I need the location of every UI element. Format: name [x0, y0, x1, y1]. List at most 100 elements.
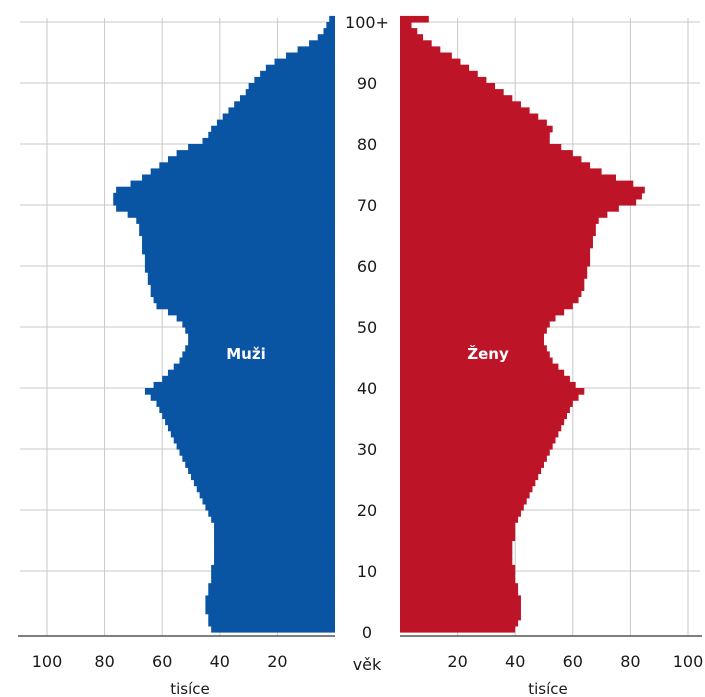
female-bar — [400, 589, 519, 596]
female-bar — [400, 40, 432, 47]
female-bar — [400, 327, 547, 334]
male-bar — [208, 613, 335, 621]
male-bar — [254, 76, 335, 84]
female-bar — [400, 259, 591, 267]
female-bar — [400, 381, 576, 389]
male-bar — [167, 424, 335, 432]
female-bar — [400, 583, 519, 590]
male-bar — [211, 577, 335, 584]
age-axis-label: věk — [353, 655, 382, 674]
female-bar — [400, 150, 573, 157]
female-bar — [400, 467, 542, 474]
male-bar — [286, 52, 335, 60]
female-bar — [400, 241, 593, 249]
female-bar — [400, 95, 513, 102]
male-bar — [214, 528, 335, 535]
female-bar — [400, 455, 547, 462]
male-bar — [130, 180, 335, 188]
x-tick-label-left: 20 — [267, 652, 287, 671]
male-bar — [142, 235, 335, 243]
female-bar — [400, 552, 513, 560]
male-bar — [182, 351, 335, 359]
female-bar — [400, 235, 593, 243]
male-bar — [211, 571, 335, 578]
male-bar — [144, 259, 335, 267]
female-bar — [400, 34, 424, 41]
female-bar — [400, 601, 521, 609]
female-bar — [400, 162, 591, 169]
age-tick-label: 100+ — [345, 13, 389, 32]
male-bar — [196, 485, 335, 493]
female-bar — [400, 15, 429, 23]
x-tick-label-right: 20 — [447, 652, 467, 671]
female-bar — [400, 485, 533, 493]
x-tick-label-left: 60 — [152, 652, 172, 671]
male-bar — [208, 619, 335, 627]
male-bar — [205, 601, 335, 609]
male-bar — [193, 479, 335, 487]
x-tick-label-right: 100 — [673, 652, 704, 671]
female-bar — [400, 412, 568, 420]
male-bar — [214, 558, 335, 566]
male-bar — [211, 516, 335, 523]
female-bar — [400, 296, 579, 304]
female-bar — [400, 613, 521, 621]
female-bar — [400, 571, 516, 578]
tick-labels: 100 80 60 40 20 20 40 60 80 100 0 10 20 30 40 50 60 70 80 9… — [32, 13, 704, 671]
male-bar — [188, 467, 335, 474]
male-bar — [173, 436, 335, 444]
male-bar — [182, 320, 335, 328]
male-bar — [176, 150, 335, 157]
female-bar — [400, 577, 516, 584]
female-bar — [400, 461, 544, 468]
female-bar — [400, 400, 573, 407]
male-bar — [142, 247, 335, 255]
male-bar — [202, 497, 335, 505]
female-bar — [400, 528, 516, 535]
female-bar — [400, 174, 616, 182]
male-bar — [144, 388, 335, 395]
age-tick-label: 10 — [357, 562, 377, 581]
male-bar — [245, 89, 335, 96]
female-bar — [400, 125, 553, 133]
female-bar — [400, 308, 565, 316]
x-unit-label-left: tisíce — [170, 680, 210, 697]
female-bar — [400, 619, 519, 627]
male-bar — [176, 442, 335, 450]
female-bar — [400, 430, 559, 438]
female-bar — [400, 607, 521, 615]
male-bar — [167, 308, 335, 316]
female-bar — [400, 58, 461, 66]
male-bar — [147, 278, 335, 285]
male-bar — [248, 83, 335, 90]
male-bar — [182, 455, 335, 462]
female-bar — [400, 70, 478, 78]
male-bar — [317, 34, 335, 41]
female-bar — [400, 284, 585, 291]
female-bar — [400, 345, 547, 352]
male-bar — [185, 461, 335, 468]
female-bar — [400, 406, 570, 413]
x-tick-label-left: 100 — [32, 652, 63, 671]
female-bar — [400, 375, 570, 383]
female-bar — [400, 272, 588, 279]
male-bar — [309, 40, 335, 47]
male-bar — [144, 266, 335, 273]
male-bar — [208, 589, 335, 596]
female-bar — [400, 76, 487, 84]
female-bar — [400, 131, 550, 139]
male-bar — [142, 241, 335, 249]
female-bar — [400, 83, 496, 90]
male-bar — [144, 253, 335, 261]
female-bar — [400, 351, 550, 359]
female-bar — [400, 46, 441, 54]
female-bar — [400, 314, 556, 322]
female-bar — [400, 113, 539, 121]
female-bar — [400, 503, 524, 511]
male-bar — [170, 430, 335, 438]
x-tick-label-right: 60 — [563, 652, 583, 671]
male-bar — [162, 375, 335, 383]
female-bar — [400, 418, 565, 426]
male-bar — [205, 503, 335, 511]
male-bar — [208, 131, 335, 139]
